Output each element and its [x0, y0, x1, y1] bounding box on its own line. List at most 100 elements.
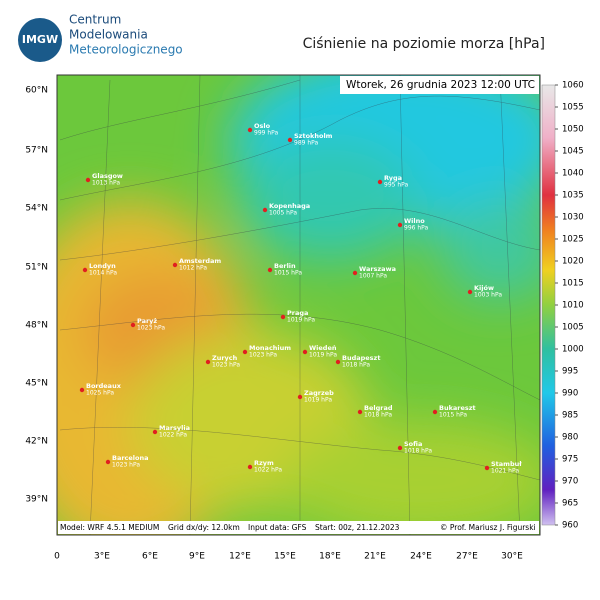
city-name: Ryga — [384, 174, 402, 182]
city-marker — [302, 349, 308, 355]
colorbar-label: 960 — [562, 521, 578, 531]
colorbar-label: 975 — [562, 455, 578, 465]
city-marker — [205, 359, 211, 365]
city-pressure: 1023 hPa — [112, 462, 140, 469]
city-name: Monachium — [249, 344, 291, 352]
colorbar-label: 1040 — [562, 169, 584, 179]
colorbar-label: 1005 — [562, 323, 584, 333]
city-name: Zagrzeb — [304, 389, 334, 397]
lat-label: 57°N — [25, 146, 48, 156]
city-pressure: 1012 hPa — [179, 265, 207, 272]
colorbar-label: 1025 — [562, 235, 584, 245]
city-name: Wilno — [404, 217, 425, 225]
colorbar-label: 1055 — [562, 103, 584, 113]
city-name: Warszawa — [359, 265, 396, 273]
lat-label: 51°N — [25, 263, 48, 273]
colorbar-label: 970 — [562, 477, 578, 487]
colorbar-label: 1015 — [562, 279, 584, 289]
logo-badge — [18, 18, 62, 62]
city-name: Amsterdam — [179, 257, 221, 265]
lon-label: 9°E — [189, 552, 205, 562]
org-name: Meteorologicznego — [69, 43, 183, 57]
city-marker — [397, 222, 403, 228]
city-name: Berlin — [274, 262, 296, 270]
city-marker — [105, 459, 111, 465]
city-marker — [335, 359, 341, 365]
lon-label: 12°E — [229, 552, 251, 562]
city-pressure: 1019 hPa — [304, 397, 332, 404]
city-name: Sofia — [404, 440, 422, 448]
footer-box — [58, 521, 539, 534]
city-marker — [467, 289, 473, 295]
timestamp-box — [340, 76, 539, 94]
city-marker — [352, 270, 358, 276]
lon-label: 15°E — [274, 552, 296, 562]
city-pressure: 1003 hPa — [474, 292, 502, 299]
city-pressure: 996 hPa — [404, 225, 429, 232]
city-pressure: 1023 hPa — [137, 325, 165, 332]
city-pressure: 1013 hPa — [92, 180, 120, 187]
city-pressure: 995 hPa — [384, 182, 409, 189]
city-name: Bordeaux — [86, 382, 122, 390]
colorbar-label: 1035 — [562, 191, 584, 201]
timestamp: Wtorek, 26 grudnia 2023 12:00 UTC — [346, 79, 535, 91]
footer-text: Input data: GFS — [248, 523, 307, 532]
city-marker — [172, 262, 178, 268]
city-pressure: 1015 hPa — [274, 270, 302, 277]
city-pressure: 1018 hPa — [364, 412, 392, 419]
lat-label: 42°N — [25, 437, 48, 447]
city-name: Sztokholm — [294, 132, 333, 140]
city-pressure: 1022 hPa — [159, 432, 187, 439]
colorbar — [541, 84, 556, 526]
city-name: Rzym — [254, 459, 274, 467]
city-marker — [262, 207, 268, 213]
city-marker — [297, 394, 303, 400]
city-name: Kopenhaga — [269, 202, 310, 210]
colorbar-label: 1010 — [562, 301, 584, 311]
city-pressure: 1019 hPa — [309, 352, 337, 359]
footer-text: Start: 00z, 21.12.2023 — [315, 523, 400, 532]
city-name: Zurych — [212, 354, 238, 362]
city-pressure: 1019 hPa — [287, 317, 315, 324]
footer-text: © Prof. Mariusz J. Figurski — [440, 523, 536, 532]
city-name: Praga — [287, 309, 308, 317]
city-pressure: 1007 hPa — [359, 273, 387, 280]
city-pressure: 999 hPa — [254, 130, 279, 137]
lat-label: 54°N — [25, 204, 48, 214]
city-pressure: 1025 hPa — [86, 390, 114, 397]
city-pressure: 1014 hPa — [89, 270, 117, 277]
city-marker — [79, 387, 85, 393]
city-name: Londyn — [89, 262, 116, 270]
city-marker — [242, 349, 248, 355]
lat-label: 48°N — [25, 321, 48, 331]
city-pressure: 1005 hPa — [269, 210, 297, 217]
city-marker — [432, 409, 438, 415]
city-pressure: 1022 hPa — [254, 467, 282, 474]
city-marker — [287, 137, 293, 143]
footer-text: Grid dx/dy: 12.0km — [168, 523, 240, 532]
colorbar-label: 1060 — [562, 81, 584, 91]
lon-label: 21°E — [364, 552, 386, 562]
city-marker — [130, 322, 136, 328]
city-name: Glasgow — [92, 172, 123, 180]
colorbar-label: 990 — [562, 389, 578, 399]
city-name: Oslo — [254, 122, 271, 130]
city-pressure: 989 hPa — [294, 140, 319, 147]
city-pressure: 1018 hPa — [404, 448, 432, 455]
colorbar-label: 980 — [562, 433, 578, 443]
lon-label: 3°E — [94, 552, 110, 562]
city-marker — [357, 409, 363, 415]
footer-text: Model: WRF 4.5.1 MEDIUM — [60, 523, 159, 532]
lat-label: 45°N — [25, 379, 48, 389]
lon-label: 0 — [54, 552, 60, 562]
city-name: Budapeszt — [342, 354, 380, 362]
colorbar-label: 965 — [562, 499, 578, 509]
city-name: Wiedeń — [309, 344, 337, 352]
city-pressure: 1021 hPa — [491, 468, 519, 475]
colorbar-label: 1000 — [562, 345, 584, 355]
city-marker — [280, 314, 286, 320]
colorbar-label: 1020 — [562, 257, 584, 267]
city-name: Bukareszt — [439, 404, 476, 412]
city-marker — [85, 177, 91, 183]
city-marker — [152, 429, 158, 435]
